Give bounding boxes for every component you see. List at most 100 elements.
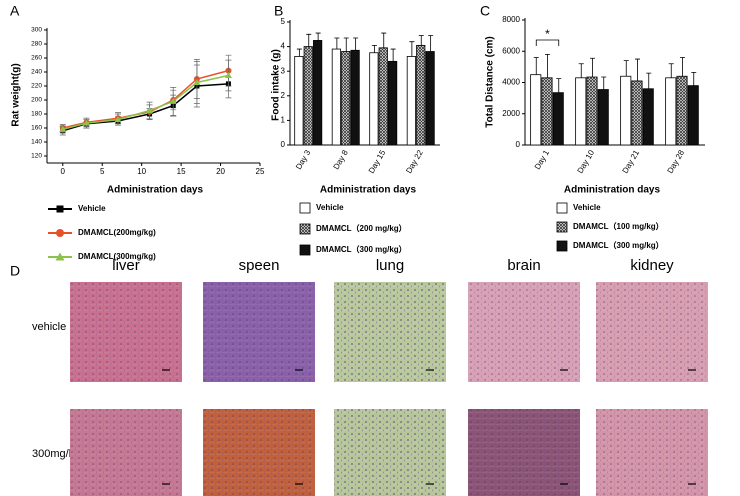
- legend-label: Vehicle: [573, 203, 601, 212]
- marker: [193, 79, 201, 85]
- histology-texture: [596, 409, 708, 496]
- bar: [586, 76, 598, 146]
- x-axis-label: Administration days: [320, 185, 417, 196]
- y-tick-label: 140: [31, 139, 42, 146]
- bar: [620, 75, 632, 146]
- panel-label: A: [10, 3, 20, 19]
- y-tick-label: 200: [31, 97, 42, 104]
- x-tick-label: Day 8: [332, 148, 351, 171]
- histology-texture: [203, 282, 315, 382]
- histology-texture: [203, 409, 315, 496]
- legend-label: DMAMCL（100 mg/kg）: [573, 221, 664, 231]
- bar: [631, 80, 643, 146]
- legend-label: DMAMCL(200mg/kg): [78, 228, 156, 237]
- y-tick-label: 2: [281, 91, 286, 100]
- y-tick-label: 2000: [502, 109, 520, 118]
- legend-swatch: [299, 202, 311, 214]
- legend-label: Vehicle: [78, 204, 106, 213]
- error-bar: [390, 48, 396, 62]
- bar: [331, 48, 341, 146]
- y-tick-label: 0: [516, 140, 521, 149]
- bar: [313, 40, 323, 146]
- y-tick-label: 220: [31, 83, 42, 90]
- x-tick-label: Day 3: [294, 148, 313, 171]
- y-tick-label: 1: [281, 116, 286, 125]
- histology-texture: [334, 409, 446, 496]
- error-bar: [343, 37, 349, 52]
- x-tick-label: 15: [177, 167, 186, 176]
- bar: [303, 46, 313, 146]
- marker: [114, 116, 122, 123]
- row-label: 300mg/kg: [32, 448, 80, 460]
- error-bar: [533, 57, 539, 75]
- x-tick-label: Day 22: [404, 148, 425, 175]
- error-bar: [668, 63, 674, 78]
- column-label: lung: [376, 257, 404, 274]
- bar: [378, 47, 388, 146]
- legend-swatch: [556, 221, 568, 233]
- column-label: brain: [507, 257, 540, 274]
- marker: [82, 119, 90, 126]
- error-bar: [381, 32, 387, 48]
- marker: [224, 72, 232, 78]
- y-tick-label: 280: [31, 41, 42, 48]
- error-bar: [418, 35, 424, 46]
- bar: [541, 77, 553, 146]
- bar: [665, 77, 677, 146]
- x-tick-label: Day 15: [367, 148, 388, 175]
- bar: [597, 89, 609, 146]
- histology-texture: [70, 409, 182, 496]
- error-bar: [371, 44, 377, 53]
- error-bar: [428, 35, 434, 52]
- legend-label: DMAMCL(300mg/kg): [78, 252, 156, 261]
- marker: [56, 205, 64, 213]
- bar: [369, 52, 379, 146]
- bar: [552, 92, 564, 146]
- bar: [388, 60, 398, 146]
- legend-label: Vehicle: [316, 203, 344, 212]
- legend-swatch: [556, 202, 568, 214]
- marker: [55, 252, 65, 261]
- y-tick-label: 300: [31, 27, 42, 34]
- bar: [575, 77, 587, 146]
- histology-texture: [468, 409, 580, 496]
- x-tick-label: 10: [137, 167, 146, 176]
- y-tick-label: 260: [31, 55, 42, 62]
- x-tick-label: 25: [256, 167, 265, 176]
- column-label: kidney: [630, 257, 674, 274]
- significance-label: *: [545, 27, 550, 41]
- x-tick-label: Day 10: [576, 148, 597, 175]
- legend-label: DMAMCL（300 mg/kg）: [316, 244, 407, 254]
- histology-texture: [596, 282, 708, 382]
- marker: [169, 97, 177, 104]
- legend-swatch: [299, 223, 311, 235]
- x-tick-label: Day 1: [533, 148, 552, 171]
- significance-bracket: [535, 39, 560, 46]
- error-bar: [680, 57, 685, 77]
- y-axis-label: Total Distance (cm): [485, 36, 496, 128]
- error-bar: [545, 53, 550, 78]
- bar: [642, 88, 654, 146]
- y-tick-label: 4000: [502, 78, 520, 87]
- error-bar: [315, 32, 321, 41]
- row-label: vehicle: [32, 321, 66, 333]
- bar: [406, 56, 416, 146]
- y-tick-label: 4: [281, 42, 286, 51]
- marker: [56, 229, 64, 237]
- x-tick-label: 0: [61, 167, 66, 176]
- y-tick-label: 5: [281, 17, 286, 26]
- y-axis-label: Rat weight(g): [11, 63, 22, 126]
- bar: [687, 85, 699, 146]
- legend-label: DMAMCL（200 mg/kg）: [316, 223, 407, 233]
- y-tick-label: 160: [31, 125, 42, 132]
- bar: [425, 51, 435, 146]
- bar: [350, 49, 360, 146]
- error-bar: [601, 76, 607, 90]
- marker: [146, 107, 154, 113]
- x-tick-label: Day 21: [621, 148, 642, 175]
- y-tick-label: 8000: [502, 15, 520, 24]
- error-bar: [306, 33, 312, 47]
- y-tick-label: 0: [281, 140, 286, 149]
- x-axis-label: Administration days: [107, 185, 204, 196]
